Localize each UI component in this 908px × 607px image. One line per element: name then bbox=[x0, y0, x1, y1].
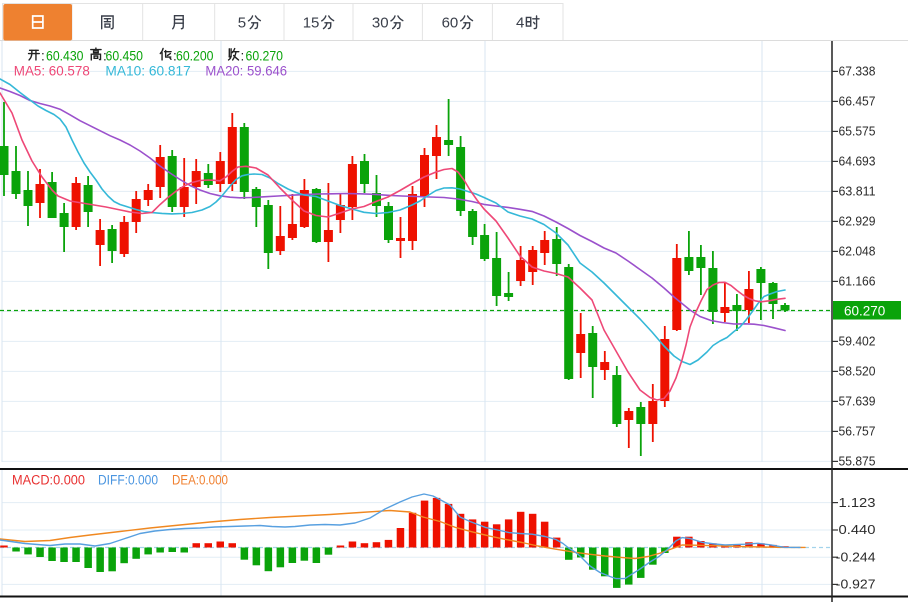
svg-text:60.430: 60.430 bbox=[46, 48, 84, 63]
svg-text:5: 5 bbox=[238, 15, 246, 32]
svg-text:MA5: 60.578: MA5: 60.578 bbox=[14, 64, 90, 79]
svg-text::: : bbox=[173, 48, 177, 63]
svg-text:60: 60 bbox=[442, 15, 459, 32]
svg-text:55.875: 55.875 bbox=[839, 455, 876, 469]
svg-text:DIFF:0.000: DIFF:0.000 bbox=[98, 472, 158, 487]
svg-text:4: 4 bbox=[516, 15, 524, 32]
svg-text:MA10: 60.817: MA10: 60.817 bbox=[105, 64, 190, 79]
svg-text:64.693: 64.693 bbox=[839, 155, 876, 169]
svg-text::: : bbox=[41, 48, 45, 63]
svg-text:57.639: 57.639 bbox=[839, 395, 876, 409]
svg-text::: : bbox=[103, 48, 107, 63]
svg-text:30: 30 bbox=[372, 15, 389, 32]
svg-text::: : bbox=[241, 48, 245, 63]
svg-text:0.440: 0.440 bbox=[839, 523, 876, 537]
svg-text:62.929: 62.929 bbox=[839, 215, 876, 229]
svg-text:-0.244: -0.244 bbox=[836, 550, 876, 564]
svg-text:67.338: 67.338 bbox=[839, 65, 876, 79]
svg-text:63.811: 63.811 bbox=[839, 185, 876, 199]
svg-text:60.270: 60.270 bbox=[246, 48, 284, 63]
svg-text:60.450: 60.450 bbox=[106, 48, 144, 63]
svg-text:MACD:0.000: MACD:0.000 bbox=[12, 472, 85, 487]
svg-text:MA20: 59.646: MA20: 59.646 bbox=[205, 64, 287, 79]
svg-text:15: 15 bbox=[303, 15, 320, 32]
svg-text:62.048: 62.048 bbox=[839, 245, 876, 259]
svg-text:1.123: 1.123 bbox=[839, 496, 876, 510]
svg-text:DEA:0.000: DEA:0.000 bbox=[172, 472, 228, 487]
svg-text:60.270: 60.270 bbox=[844, 304, 885, 319]
svg-text:59.402: 59.402 bbox=[839, 335, 876, 349]
svg-text:66.457: 66.457 bbox=[839, 95, 876, 109]
svg-text:60.200: 60.200 bbox=[176, 48, 214, 63]
svg-text:61.166: 61.166 bbox=[839, 275, 876, 289]
svg-text:65.575: 65.575 bbox=[839, 125, 876, 139]
svg-text:56.757: 56.757 bbox=[839, 425, 876, 439]
svg-text:-0.927: -0.927 bbox=[836, 578, 876, 592]
svg-text:58.520: 58.520 bbox=[839, 365, 876, 379]
